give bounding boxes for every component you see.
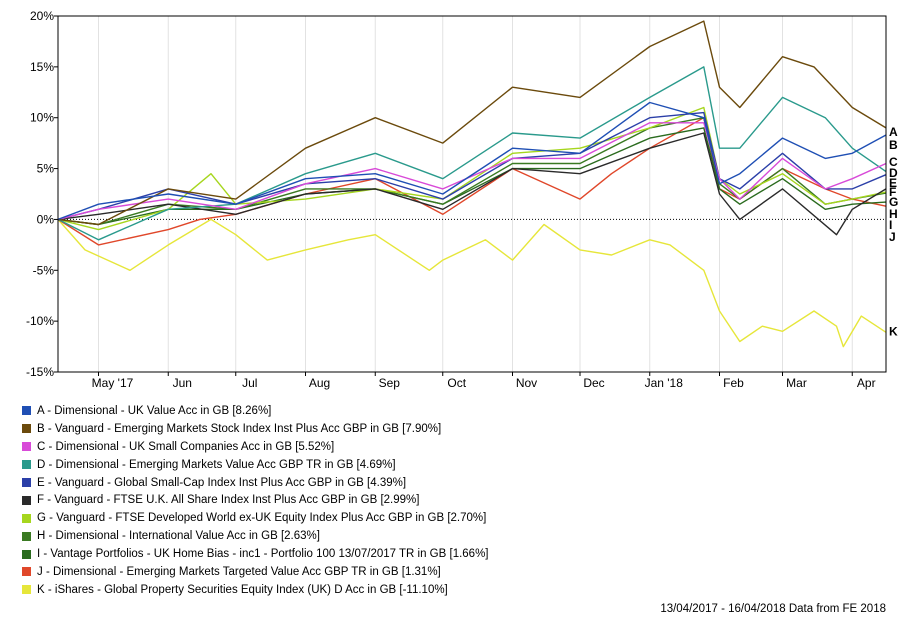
end-label-f: F	[889, 185, 896, 199]
legend-item: I - Vantage Portfolios - UK Home Bias - …	[22, 545, 722, 563]
x-tick-label: Mar	[786, 376, 807, 390]
series-line-h	[57, 116, 887, 226]
legend-item: F - Vanguard - FTSE U.K. All Share Index…	[22, 491, 722, 509]
legend-swatch	[22, 495, 31, 505]
x-tick-label: Dec	[583, 376, 604, 390]
series-line-i	[57, 127, 887, 226]
end-label-h: H	[889, 207, 898, 221]
end-label-j: J	[889, 230, 896, 244]
series-line-a	[57, 101, 887, 221]
end-label-a: A	[889, 125, 898, 139]
end-label-d: D	[889, 166, 898, 180]
end-label-b: B	[889, 138, 898, 152]
end-label-g: G	[889, 195, 898, 209]
legend-item: E - Vanguard - Global Small-Cap Index In…	[22, 474, 722, 492]
end-label-e: E	[889, 176, 897, 190]
plot-background	[58, 16, 886, 372]
x-tick-label: Feb	[723, 376, 744, 390]
legend-item: D - Dimensional - Emerging Markets Value…	[22, 456, 722, 474]
x-tick-label: Sep	[379, 376, 401, 390]
x-tick-label: Jun	[173, 376, 192, 390]
series-line-b	[57, 20, 887, 226]
y-tick-label: 10%	[30, 111, 54, 125]
legend-swatch	[22, 513, 31, 523]
legend-item: H - Dimensional - International Value Ac…	[22, 527, 722, 545]
series-line-k	[57, 218, 887, 348]
legend-label: J - Dimensional - Emerging Markets Targe…	[37, 565, 441, 578]
legend-label: K - iShares - Global Property Securities…	[37, 583, 448, 596]
series-layer	[57, 20, 887, 348]
legend-item: G - Vanguard - FTSE Developed World ex-U…	[22, 509, 722, 527]
plot-frame	[57, 15, 887, 373]
x-tick-label: Nov	[516, 376, 537, 390]
legend: A - Dimensional - UK Value Acc in GB [8.…	[22, 402, 722, 599]
legend-label: F - Vanguard - FTSE U.K. All Share Index…	[37, 494, 420, 507]
legend-item: B - Vanguard - Emerging Markets Stock In…	[22, 420, 722, 438]
y-tick-label: -5%	[33, 263, 55, 277]
x-tick-label: Oct	[447, 376, 466, 390]
legend-item: A - Dimensional - UK Value Acc in GB [8.…	[22, 402, 722, 420]
legend-label: C - Dimensional - UK Small Companies Acc…	[37, 440, 335, 453]
x-tick-label: Jan '18	[645, 376, 684, 390]
series-line-c	[57, 122, 887, 221]
legend-label: I - Vantage Portfolios - UK Home Bias - …	[37, 548, 489, 561]
y-tick-label: -15%	[26, 365, 54, 379]
y-tick-label: -10%	[26, 314, 54, 328]
line-chart: -15% -10% -5% 0% 5% 10% 15% 20% May '17 Jun Jul Au…	[26, 9, 898, 390]
legend-swatch	[22, 406, 31, 416]
legend-label: D - Dimensional - Emerging Markets Value…	[37, 458, 396, 471]
x-tick-label: May '17	[92, 376, 134, 390]
legend-swatch	[22, 567, 31, 577]
legend-item: K - iShares - Global Property Securities…	[22, 581, 722, 599]
x-tick-label: Apr	[857, 376, 876, 390]
series-line-f	[57, 132, 887, 236]
x-axis: May '17 Jun Jul Aug Sep Oct Nov Dec Jan '18 Feb Ma…	[92, 372, 876, 390]
y-tick-label: 5%	[37, 162, 55, 176]
x-tick-label: Jul	[242, 376, 257, 390]
legend-item: C - Dimensional - UK Small Companies Acc…	[22, 438, 722, 456]
footer-source-note: 13/04/2017 - 16/04/2018 Data from FE 201…	[660, 603, 886, 615]
legend-label: A - Dimensional - UK Value Acc in GB [8.…	[37, 404, 272, 417]
legend-item: J - Dimensional - Emerging Markets Targe…	[22, 563, 722, 581]
legend-swatch	[22, 585, 31, 595]
legend-swatch	[22, 424, 31, 434]
legend-label: H - Dimensional - International Value Ac…	[37, 530, 320, 543]
end-label-c: C	[889, 155, 898, 169]
end-label-k: K	[889, 324, 898, 338]
legend-swatch	[22, 478, 31, 487]
legend-swatch	[22, 442, 31, 452]
legend-label: G - Vanguard - FTSE Developed World ex-U…	[37, 512, 487, 525]
y-tick-label: 0%	[37, 212, 55, 226]
legend-swatch	[22, 531, 31, 541]
end-label-i: I	[889, 218, 892, 232]
legend-label: E - Vanguard - Global Small-Cap Index In…	[37, 476, 407, 489]
y-tick-label: 15%	[30, 60, 54, 74]
legend-label: B - Vanguard - Emerging Markets Stock In…	[37, 422, 442, 435]
legend-swatch	[22, 549, 31, 559]
x-tick-label: Aug	[309, 376, 330, 390]
y-tick-label: 20%	[30, 9, 54, 23]
legend-swatch	[22, 460, 31, 470]
y-axis: -15% -10% -5% 0% 5% 10% 15% 20%	[26, 9, 58, 379]
